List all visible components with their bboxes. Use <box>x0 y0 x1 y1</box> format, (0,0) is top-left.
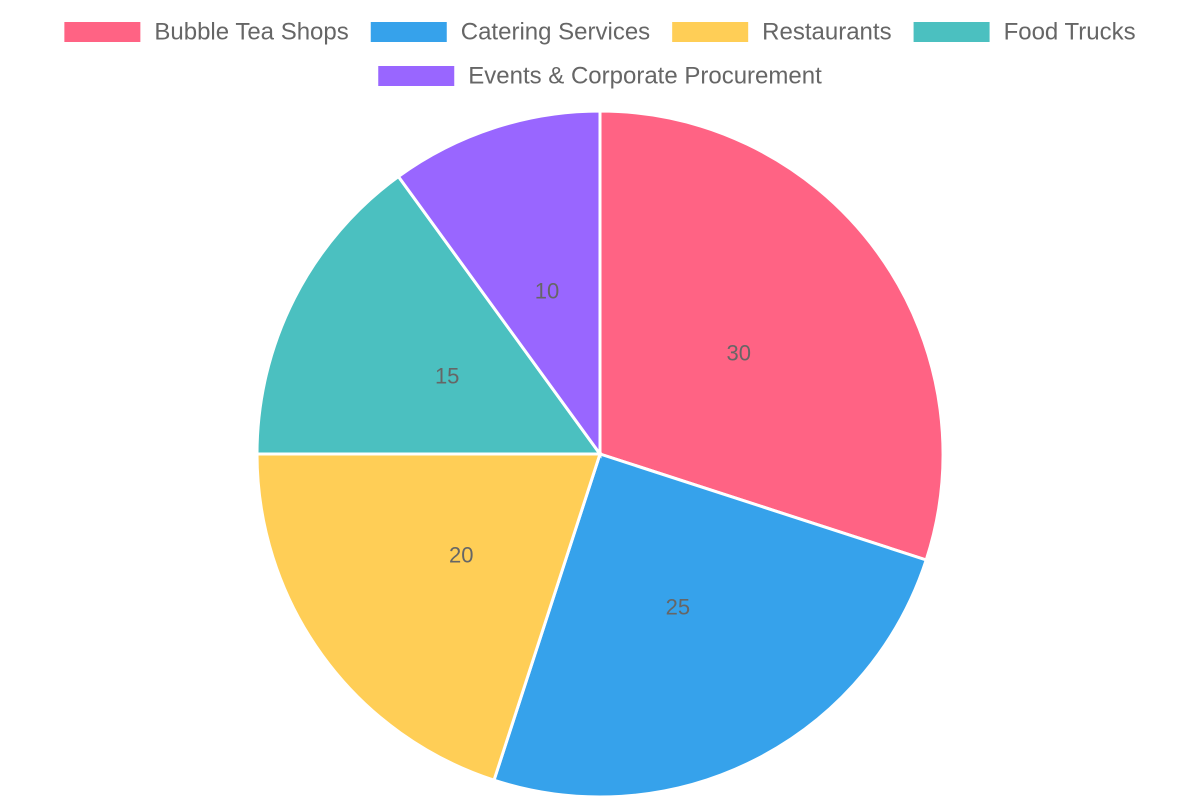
slice-value-label: 10 <box>535 278 559 303</box>
legend-swatch <box>370 22 447 42</box>
legend-label: Bubble Tea Shops <box>154 19 348 46</box>
legend-swatch <box>378 66 455 86</box>
pie-slice-3[interactable] <box>255 452 603 783</box>
legend-label: Food Trucks <box>1004 19 1136 46</box>
legend-item-4[interactable]: Food Trucks <box>913 19 1136 46</box>
legend-swatch <box>672 22 749 42</box>
legend-swatch <box>64 22 141 42</box>
slice-value-label: 15 <box>435 364 459 389</box>
legend-item-1[interactable]: Bubble Tea Shops <box>64 19 349 46</box>
legend-label: Catering Services <box>461 19 650 46</box>
pie-slice-5[interactable] <box>396 109 602 459</box>
legend-swatch <box>913 22 990 42</box>
pie-slice-1[interactable] <box>598 109 945 562</box>
pie-slice-2[interactable] <box>492 452 929 799</box>
slice-value-label: 30 <box>727 341 751 366</box>
legend-label: Restaurants <box>762 19 891 46</box>
slice-value-label: 20 <box>449 542 473 567</box>
legend-label: Events & Corporate Procurement <box>468 63 822 90</box>
legend-item-2[interactable]: Catering Services <box>370 19 650 46</box>
data-labels: 30 25 20 15 10 <box>435 278 751 619</box>
slice-value-label: 25 <box>666 594 690 619</box>
legend-item-5[interactable]: Events & Corporate Procurement <box>378 63 822 90</box>
legend: Bubble Tea Shops Catering Services Restaur… <box>64 19 1136 90</box>
pie-slices <box>255 109 945 799</box>
pie-slice-4[interactable] <box>255 174 603 456</box>
legend-item-3[interactable]: Restaurants <box>672 19 892 46</box>
